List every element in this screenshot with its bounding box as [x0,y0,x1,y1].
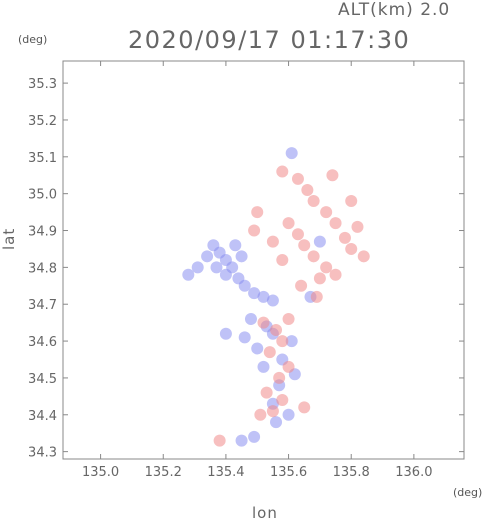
y-tick-label: 35.0 [28,188,57,203]
scatter-point-negative [191,261,204,274]
scatter-point-positive [282,217,295,230]
scatter-point-negative [248,430,261,443]
scatter-point-negative [270,416,283,429]
scatter-point-negative [238,279,251,292]
plot-frame [62,60,465,460]
y-tick-label: 34.9 [28,225,57,240]
scatter-point-positive [291,172,304,185]
scatter-point-positive [276,335,289,348]
scatter-point-negative [235,434,248,447]
y-tick-label: 34.8 [28,261,57,276]
scatter-point-positive [282,312,295,325]
x-tick-label: 135.4 [207,465,244,480]
scatter-point-positive [276,254,289,266]
scatter-point-positive [266,235,279,248]
y-unit-label: (deg) [18,33,48,46]
scatter-point-negative [285,147,298,160]
scatter-point-positive [276,394,289,407]
scatter-point-positive [345,242,358,255]
scatter-point-positive [295,279,308,292]
scatter-point-negative [248,287,261,300]
scatter-point-negative [182,268,195,281]
scatter-point-positive [320,261,333,274]
y-ticks: 34.3 34.4 34.5 34.6 34.7 34.8 34.9 35.0 35.1 35.2… [28,77,464,461]
scatter-point-positive [248,224,261,237]
scatter-point-positive [307,195,320,208]
scatter-point-positive [313,272,326,285]
scatter-point-positive [254,408,267,421]
altitude-label: ALT(km) 2.0 [338,0,451,20]
scatter-point-positive [326,169,339,182]
scatter-point-negative [266,294,279,307]
y-tick-label: 35.3 [28,77,57,92]
scatter-point-positive [329,268,342,281]
scatter-point-negative [219,268,232,281]
x-tick-label: 135.6 [270,465,307,480]
scatter-point-positive [282,360,295,373]
y-tick-label: 34.3 [28,446,57,461]
scatter-point-positive [329,217,342,230]
x-tick-label: 135.2 [145,465,182,480]
y-tick-label: 35.2 [28,114,57,129]
scatter-point-negative [244,312,257,325]
timestamp-title: 2020/09/17 01:17:30 [128,26,411,54]
scatter-point-positive [345,195,358,208]
scatter-point-negative [229,239,242,252]
scatter-point-positive [357,250,370,263]
scatter-point-negative [235,250,248,263]
scatter-point-positive [338,231,351,244]
scatter-point-positive [298,401,311,414]
y-tick-label: 34.5 [28,372,57,387]
scatter-point-positive [310,290,323,303]
scatter-point-negative [282,408,295,421]
x-tick-label: 136.0 [395,465,432,480]
y-tick-label: 34.7 [28,298,57,313]
scatter-point-positive [257,316,270,329]
scatter-point-positive [213,434,226,447]
scatter-point-negative [257,360,270,373]
y-tick-label: 34.6 [28,335,57,350]
scatter-point-positive [291,228,304,241]
scatter-point-positive [298,239,311,252]
scatter-point-negative [238,331,251,344]
scatter-point-positive [320,206,333,219]
scatter-point-positive [351,220,364,233]
x-axis-title: lon [252,504,278,522]
y-tick-label: 34.4 [28,409,57,424]
scatter-point-positive [266,405,279,418]
scatter-point-negative [219,327,232,340]
scatter-point-positive [251,206,264,219]
y-tick-label: 35.1 [28,151,57,166]
scatter-point-positive [270,324,283,337]
scatter-point-positive [301,183,314,196]
scatter-point-positive [260,386,273,399]
scatter-point-positive [263,346,276,359]
scatter-point-negative [210,261,223,274]
scatter-point-negative [285,335,298,348]
x-ticks: 135.0 135.2 135.4 135.6 135.8 136.0 [82,61,432,480]
scatter-point-negative [201,250,214,263]
scatter-point-positive [273,371,286,384]
x-tick-label: 135.0 [82,465,119,480]
scatter-point-negative [257,290,270,303]
data-marks [182,147,370,447]
scatter-point-negative [251,342,264,355]
x-unit-label: (deg) [453,486,483,499]
scatter-point-positive [276,165,289,178]
scatter-point-negative [313,235,326,248]
scatter-point-positive [307,250,320,263]
x-tick-label: 135.8 [333,465,370,480]
